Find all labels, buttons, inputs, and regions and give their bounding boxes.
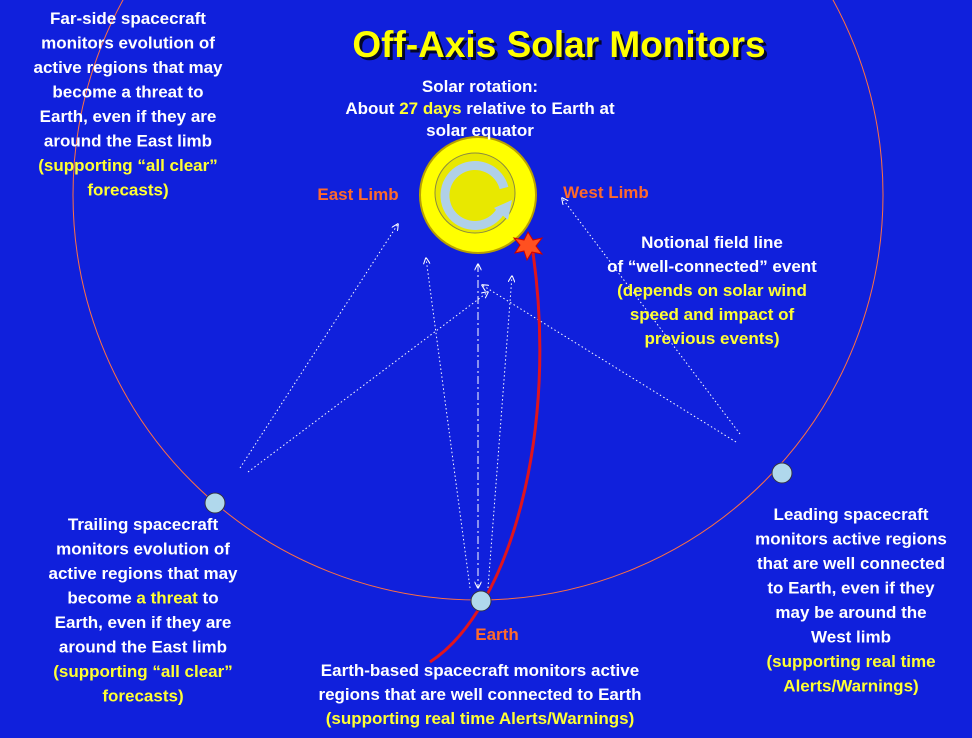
text-segment: Solar rotation: <box>422 77 538 96</box>
notional-line: of “well-connected” event <box>607 257 817 276</box>
text-segment: Trailing spacecraft <box>68 515 219 534</box>
text-segment: monitors evolution of <box>41 34 215 53</box>
text-segment: become <box>67 589 136 608</box>
sun <box>420 137 536 253</box>
far-side-line: monitors evolution of <box>41 34 215 53</box>
leading-line: monitors active regions <box>755 530 947 549</box>
text-segment: a threat <box>136 589 198 608</box>
text-segment: forecasts) <box>87 181 168 200</box>
slide: Off-Axis Solar Monitors Off-Axis Solar M… <box>0 0 972 738</box>
text-segment: to <box>198 589 219 608</box>
text-segment: (supporting real time <box>766 652 935 671</box>
notional-line: (depends on solar wind <box>617 281 807 300</box>
earth-based-line: Earth-based spacecraft monitors active <box>321 661 639 680</box>
leading-line: Leading spacecraft <box>774 505 929 524</box>
text-segment: (depends on solar wind <box>617 281 807 300</box>
trailing-line: Trailing spacecraft <box>68 515 219 534</box>
far-side-line: Far-side spacecraft <box>50 9 206 28</box>
trailing-line: (supporting “all clear” <box>53 662 232 681</box>
text-segment: About <box>345 99 399 118</box>
text-segment: Notional field line <box>641 233 783 252</box>
text-segment: (supporting “all clear” <box>38 156 217 175</box>
text-segment: Earth, even if they are <box>55 613 232 632</box>
text-segment: (supporting “all clear” <box>53 662 232 681</box>
text-segment: Earth, even if they are <box>40 107 217 126</box>
text-segment: may be around the <box>775 603 926 622</box>
earth-based-line: (supporting real time Alerts/Warnings) <box>326 709 635 728</box>
text-segment: forecasts) <box>102 687 183 706</box>
leading-line: to Earth, even if they <box>767 579 935 598</box>
title: Off-Axis Solar Monitors <box>352 24 765 65</box>
far-side-line: become a threat to <box>52 83 203 102</box>
text-segment: to Earth, even if they <box>767 579 935 598</box>
text-segment: speed and impact of <box>630 305 795 324</box>
text-segment: Leading spacecraft <box>774 505 929 524</box>
leading-line: that are well connected <box>757 554 945 573</box>
earth-spacecraft <box>471 591 491 611</box>
earth-line: Earth <box>475 625 518 644</box>
text-segment: Far-side spacecraft <box>50 9 206 28</box>
text-segment: relative to Earth at <box>462 99 615 118</box>
trailing-line: around the East limb <box>59 638 227 657</box>
text-segment: Earth-based spacecraft monitors active <box>321 661 639 680</box>
text-segment: regions that are well connected to Earth <box>318 685 641 704</box>
text-segment: West Limb <box>563 183 649 202</box>
solar-rotation-line: solar equator <box>426 121 534 140</box>
text-segment: Alerts/Warnings) <box>783 677 918 696</box>
far-side-line: Earth, even if they are <box>40 107 217 126</box>
notional-line: speed and impact of <box>630 305 795 324</box>
text-segment: that are well connected <box>757 554 945 573</box>
leading-line: (supporting real time <box>766 652 935 671</box>
trailing-line: become a threat to <box>67 589 218 608</box>
text-segment: solar equator <box>426 121 534 140</box>
leading-line: Alerts/Warnings) <box>783 677 918 696</box>
east-limb-line: East Limb <box>317 185 398 204</box>
text-segment: become a threat to <box>52 83 203 102</box>
text-segment: (supporting real time Alerts/Warnings) <box>326 709 635 728</box>
text-segment: active regions that may <box>34 58 224 77</box>
far-side-line: around the East limb <box>44 132 212 151</box>
trailing-line: active regions that may <box>49 564 239 583</box>
leading-spacecraft <box>772 463 792 483</box>
text-segment: East Limb <box>317 185 398 204</box>
trailing-line: Earth, even if they are <box>55 613 232 632</box>
text-segment: 27 days <box>399 99 461 118</box>
text-segment: around the East limb <box>59 638 227 657</box>
far-side-line: (supporting “all clear” <box>38 156 217 175</box>
text-segment: of “well-connected” event <box>607 257 817 276</box>
text-segment: previous events) <box>644 329 779 348</box>
notional-line: Notional field line <box>641 233 783 252</box>
text-segment: active regions that may <box>49 564 239 583</box>
notional-line: previous events) <box>644 329 779 348</box>
solar-rotation-line: About 27 days relative to Earth at <box>345 99 615 118</box>
far-side-line: forecasts) <box>87 181 168 200</box>
earth-based-line: regions that are well connected to Earth <box>318 685 641 704</box>
text-segment: around the East limb <box>44 132 212 151</box>
text-segment: monitors active regions <box>755 530 947 549</box>
solar-rotation-line: Solar rotation: <box>422 77 538 96</box>
text-segment: monitors evolution of <box>56 540 230 559</box>
trailing-spacecraft <box>205 493 225 513</box>
trailing-line: monitors evolution of <box>56 540 230 559</box>
leading-line: may be around the <box>775 603 926 622</box>
text-segment: Earth <box>475 625 518 644</box>
leading-line: West limb <box>811 628 891 647</box>
trailing-line: forecasts) <box>102 687 183 706</box>
far-side-line: active regions that may <box>34 58 224 77</box>
west-limb-line: West Limb <box>563 183 649 202</box>
text-segment: West limb <box>811 628 891 647</box>
